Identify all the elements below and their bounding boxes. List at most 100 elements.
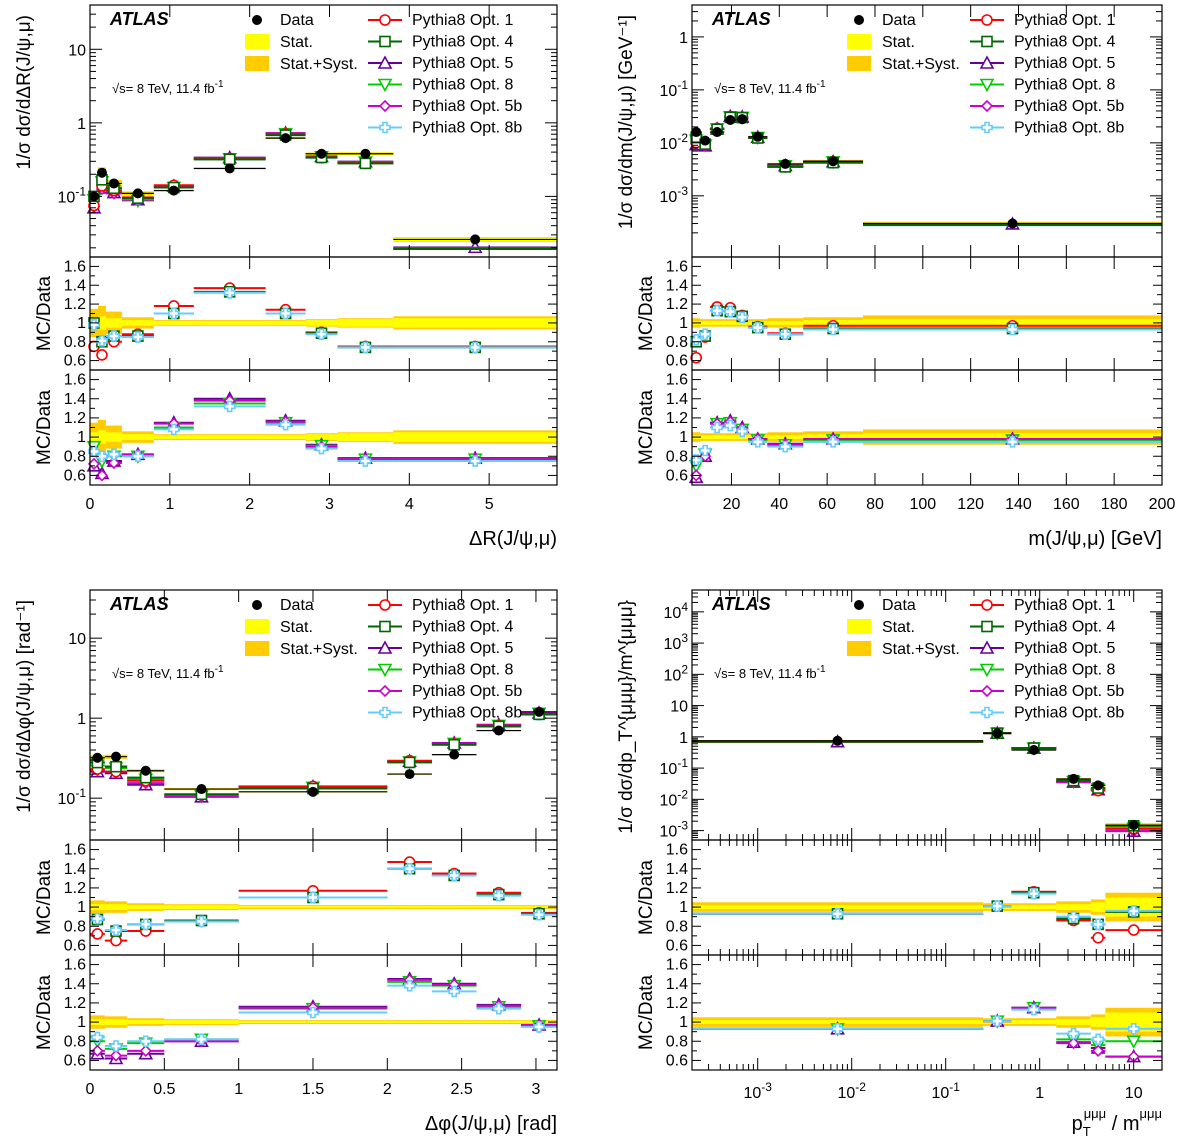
legend-mc-marker <box>979 663 995 678</box>
ratio-marker <box>736 425 749 438</box>
ytick-label: 10-1 <box>660 756 689 778</box>
ratio-marker <box>168 307 180 320</box>
ratio-ylabel: MC/Data <box>34 860 55 935</box>
mc-marker <box>110 760 122 773</box>
data-point <box>1128 820 1139 831</box>
legend-mc-marker <box>378 684 392 698</box>
data-point <box>992 728 1003 739</box>
legend-statsyst-label: Stat.+Syst. <box>280 56 358 73</box>
ytick-label: 1 <box>77 1014 86 1031</box>
ratio-marker <box>991 1015 1004 1027</box>
xtick-label: 2 <box>383 1081 392 1098</box>
stat-band <box>127 1020 165 1024</box>
legend-mc-label: Pythia8 Opt. 4 <box>412 619 513 636</box>
legend-mc-marker <box>979 78 995 93</box>
xtick-label: 0.5 <box>153 1081 175 1098</box>
ratio-marker <box>91 928 104 940</box>
xtick-label: 180 <box>1101 496 1128 513</box>
ytick-label: 1.2 <box>64 410 86 427</box>
data-point <box>470 234 481 245</box>
data-point <box>111 751 122 762</box>
ratio-marker <box>1028 1003 1040 1016</box>
data-point <box>1068 773 1079 784</box>
data-point <box>449 749 460 760</box>
ratio-marker <box>1092 1033 1104 1046</box>
ytick-label: 1 <box>679 315 688 332</box>
ratio-marker <box>223 286 236 299</box>
legend-mc-marker <box>378 99 392 113</box>
ratio-marker <box>359 341 372 354</box>
ratio-marker <box>1067 910 1080 923</box>
ratio-marker <box>1028 887 1040 900</box>
xlabel: Δφ(J/ψ,μ) [rad] <box>425 1113 557 1135</box>
stat-band <box>1056 904 1091 910</box>
main-data-points <box>692 728 1162 831</box>
data-point <box>534 706 545 717</box>
ratio-panel-2: 0.6 0.8 1 1.2 1.4 1.6 MC/Data <box>636 372 1162 484</box>
ratio-marker <box>492 889 505 902</box>
ytick-label: 1.2 <box>666 410 688 427</box>
ytick-label: 1 <box>679 30 688 47</box>
ratio-ylabel: MC/Data <box>636 860 657 935</box>
ratio-marker <box>492 1002 505 1015</box>
ratio-marker <box>307 1006 319 1019</box>
legend-statsyst-swatch <box>847 56 871 71</box>
ytick-label: 0.6 <box>64 353 86 370</box>
stat-band <box>337 319 394 327</box>
data-point <box>96 167 107 178</box>
ratio-marker <box>448 985 460 998</box>
legend-data-label: Data <box>882 12 916 29</box>
legend-mc-marker <box>377 640 393 654</box>
ytick-label: 1 <box>77 711 86 728</box>
stat-band <box>393 432 557 442</box>
ratio-panel-2: 0.6 0.8 1 1.2 1.4 1.6 MC/Data <box>34 372 557 484</box>
ratio-marker <box>751 436 764 448</box>
legend-mc-marker <box>981 706 993 719</box>
legend-mc-marker <box>377 55 393 69</box>
ratio-marker <box>751 321 764 334</box>
data-point <box>196 784 207 795</box>
legend-mc-marker <box>981 14 993 26</box>
xtick-label: 80 <box>866 496 884 513</box>
xtick-label: 1 <box>1035 1085 1044 1102</box>
data-point <box>752 131 763 142</box>
xtick-label: 0 <box>86 1081 95 1098</box>
xtick-label: 120 <box>957 496 984 513</box>
ratio-panel-2: 0.6 0.8 1 1.2 1.4 1.6 MC/Data <box>636 957 1162 1069</box>
chart-mass: 0.6 0.8 1 1.2 1.4 1.6 MC/Data 0.6 0.8 1 1.2 1.4 1.6 M… <box>616 4 1175 550</box>
ytick-label: 1.2 <box>64 880 86 897</box>
stat-band <box>127 905 165 909</box>
ratio-marker <box>1067 1027 1080 1040</box>
xtick-label: 100 <box>909 496 936 513</box>
ytick-label: 0.8 <box>64 918 86 935</box>
energy-label: √s= 8 TeV, 11.4 fb-1 <box>112 79 224 96</box>
legend-statsyst-swatch <box>847 641 871 656</box>
ytick-label: 0.8 <box>64 448 86 465</box>
xtick-label: 20 <box>723 496 741 513</box>
ytick-label: 0.6 <box>666 353 688 370</box>
data-point <box>168 185 179 196</box>
legend-data-marker <box>854 600 864 610</box>
ratio-marker <box>711 304 723 317</box>
ytick-label: 1.6 <box>64 372 86 389</box>
data-point <box>832 735 843 746</box>
data-point <box>1028 744 1039 755</box>
ytick-label: 0.8 <box>666 448 688 465</box>
ytick-label: 1.4 <box>666 391 688 408</box>
stat-band <box>97 430 106 444</box>
ytick-label: 1 <box>77 899 86 916</box>
legend-mc-label: Pythia8 Opt. 8b <box>412 120 522 137</box>
ratio-marker <box>195 915 208 928</box>
ratio-marker <box>132 450 144 463</box>
data-point <box>316 148 327 159</box>
xtick-label: 0 <box>86 496 95 513</box>
xtick-label: 1 <box>234 1081 243 1098</box>
ratio-marker <box>168 423 180 436</box>
ytick-label: 0.8 <box>666 334 688 351</box>
stat-band <box>337 433 394 441</box>
ytick-label: 10-1 <box>660 78 689 100</box>
mc-marker <box>223 153 236 166</box>
legend-mc-label: Pythia8 Opt. 5 <box>412 55 513 72</box>
ratio-marker <box>107 456 121 470</box>
legend-mc-label: Pythia8 Opt. 4 <box>412 34 513 51</box>
